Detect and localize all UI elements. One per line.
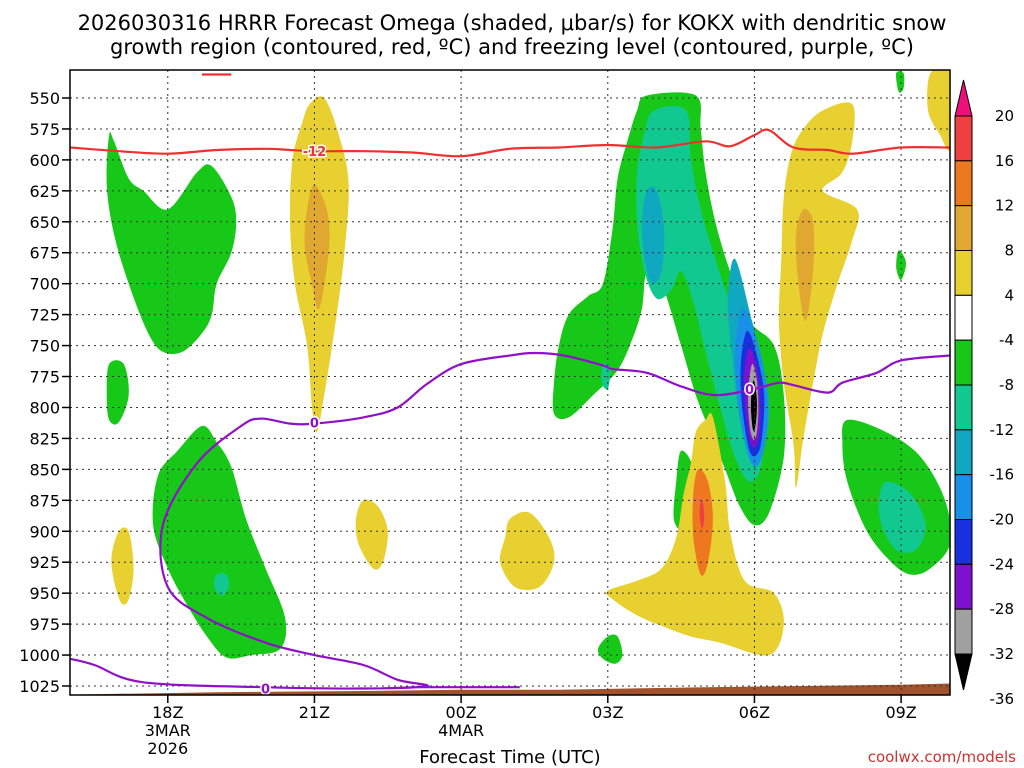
colorbar-bin-8: [954, 429, 973, 476]
colorbar-bin-11: [954, 563, 973, 610]
omega-region-yellow-22z: [355, 499, 388, 570]
y-tick-label-950: 950: [29, 584, 60, 603]
y-tick-label-700: 700: [29, 275, 60, 294]
omega-region-orange-21z: [304, 184, 330, 310]
y-tick-label-850: 850: [29, 460, 60, 479]
freezing-level-label-0: 0: [310, 416, 319, 431]
omega-region-teal-center: [636, 105, 765, 482]
colorbar-label-4: 4: [1004, 286, 1014, 304]
x-tick-year-18Z: 2026: [147, 739, 188, 758]
y-axis-pressure: 550 575 600 625 650 675 700 725 750 775 800 825 850 8…: [19, 89, 70, 696]
colorbar-label-6: -8: [999, 376, 1014, 394]
y-tick-label-875: 875: [29, 491, 60, 510]
y-tick-label-900: 900: [29, 522, 60, 541]
terrain-ground: [70, 683, 950, 695]
colorbar-label-10: -24: [990, 555, 1015, 573]
y-tick-label-675: 675: [29, 244, 60, 263]
colorbar-legend: 20 16 12 8 4 -4 -8 -12 -16 -20 -24 -28 -32 -36: [954, 79, 1015, 708]
y-tick-label-550: 550: [29, 89, 60, 108]
freezing-level-line: [70, 351, 950, 690]
colorbar-bin-1: [954, 115, 973, 162]
y-tick-label-625: 625: [29, 182, 60, 201]
colorbar-bin-13: [954, 653, 973, 691]
colorbar-bin-10: [954, 519, 973, 565]
freezing-level-label-1: 0: [261, 682, 270, 697]
y-tick-label-775: 775: [29, 368, 60, 387]
grid-lines: [70, 70, 950, 695]
y-tick-label-750: 750: [29, 337, 60, 356]
y-tick-label-1000: 1000: [19, 646, 60, 665]
omega-region-green-right-tiny: [896, 250, 907, 281]
colorbar-bin-12: [954, 608, 973, 655]
omega-region-green-top-right: [896, 71, 905, 93]
omega-region-yellow-07z: [778, 102, 859, 488]
colorbar-label-5: -4: [999, 331, 1014, 349]
x-tick-date-00Z: 4MAR: [438, 721, 484, 740]
omega-region-green-small-b: [597, 634, 623, 664]
x-tick-label-21Z: 21Z: [299, 703, 330, 722]
colorbar-label-9: -20: [990, 511, 1015, 529]
y-tick-label-575: 575: [29, 120, 60, 139]
colorbar-bin-9: [954, 474, 973, 520]
colorbar-bin-5: [954, 294, 973, 341]
y-tick-label-600: 600: [29, 151, 60, 170]
y-tick-label-725: 725: [29, 306, 60, 325]
colorbar-label-11: -28: [990, 600, 1015, 618]
omega-region-yellow-top-right: [927, 70, 950, 151]
x-tick-label-18Z: 18Z: [152, 703, 183, 722]
omega-shading: [70, 70, 950, 695]
omega-region-green-left-lower: [152, 425, 287, 659]
omega-region-teal-right: [878, 481, 926, 553]
colorbar-bin-3: [954, 205, 973, 252]
plot-frame: [69, 69, 951, 696]
dgz-contour-label: -12: [303, 145, 327, 160]
y-tick-label-975: 975: [29, 615, 60, 634]
chart-title: 2026030316 HRRR Forecast Omega (shaded, …: [78, 11, 947, 59]
omega-region-green-left-small: [106, 360, 129, 425]
colorbar-bin-4: [954, 250, 973, 296]
x-tick-date-18Z: 3MAR: [145, 721, 191, 740]
colorbar-bin-2: [954, 160, 973, 207]
colorbar-label-13: -36: [990, 690, 1015, 708]
colorbar-label-0: 20: [995, 107, 1014, 125]
colorbar-bin-0: [954, 79, 973, 117]
title-line-2: growth region (contoured, red, ºC) and f…: [110, 35, 914, 59]
colorbar-label-7: -12: [990, 421, 1015, 439]
omega-region-red-05z: [699, 500, 705, 529]
y-tick-label-925: 925: [29, 553, 60, 572]
colorbar-bin-6: [954, 339, 973, 386]
omega-region-cyan-center: [641, 186, 665, 285]
x-tick-label-06Z: 06Z: [739, 703, 770, 722]
y-tick-label-1025: 1025: [19, 677, 60, 696]
colorbar-label-1: 16: [995, 152, 1014, 170]
y-tick-label-650: 650: [29, 213, 60, 232]
omega-region-teal-left-small: [213, 573, 230, 596]
colorbar-label-8: -16: [990, 466, 1015, 484]
colorbar-bin-7: [954, 384, 973, 431]
dgz-contour-line: [70, 128, 950, 158]
y-tick-label-800: 800: [29, 398, 60, 417]
title-line-1: 2026030316 HRRR Forecast Omega (shaded, …: [78, 11, 947, 35]
y-tick-label-825: 825: [29, 429, 60, 448]
omega-region-yellow-01z: [499, 511, 555, 591]
colorbar-label-3: 8: [1004, 242, 1014, 260]
x-axis-title: Forecast Time (UTC): [419, 747, 600, 768]
colorbar-label-12: -32: [990, 645, 1015, 663]
colorbar-label-2: 12: [995, 197, 1014, 215]
x-tick-label-00Z: 00Z: [445, 703, 476, 722]
contour-lines: -12 0 0 0: [70, 73, 950, 697]
omega-region-black-core: [750, 380, 757, 431]
x-tick-label-03Z: 03Z: [592, 703, 623, 722]
omega-region-orange-07z: [795, 208, 815, 321]
omega-region-yellow-17z: [111, 527, 134, 605]
omega-region-green-left-upper: [106, 131, 237, 355]
x-tick-label-09Z: 09Z: [885, 703, 916, 722]
freezing-level-label-2: 0: [745, 383, 754, 398]
credit-link[interactable]: coolwx.com/models: [868, 748, 1016, 766]
